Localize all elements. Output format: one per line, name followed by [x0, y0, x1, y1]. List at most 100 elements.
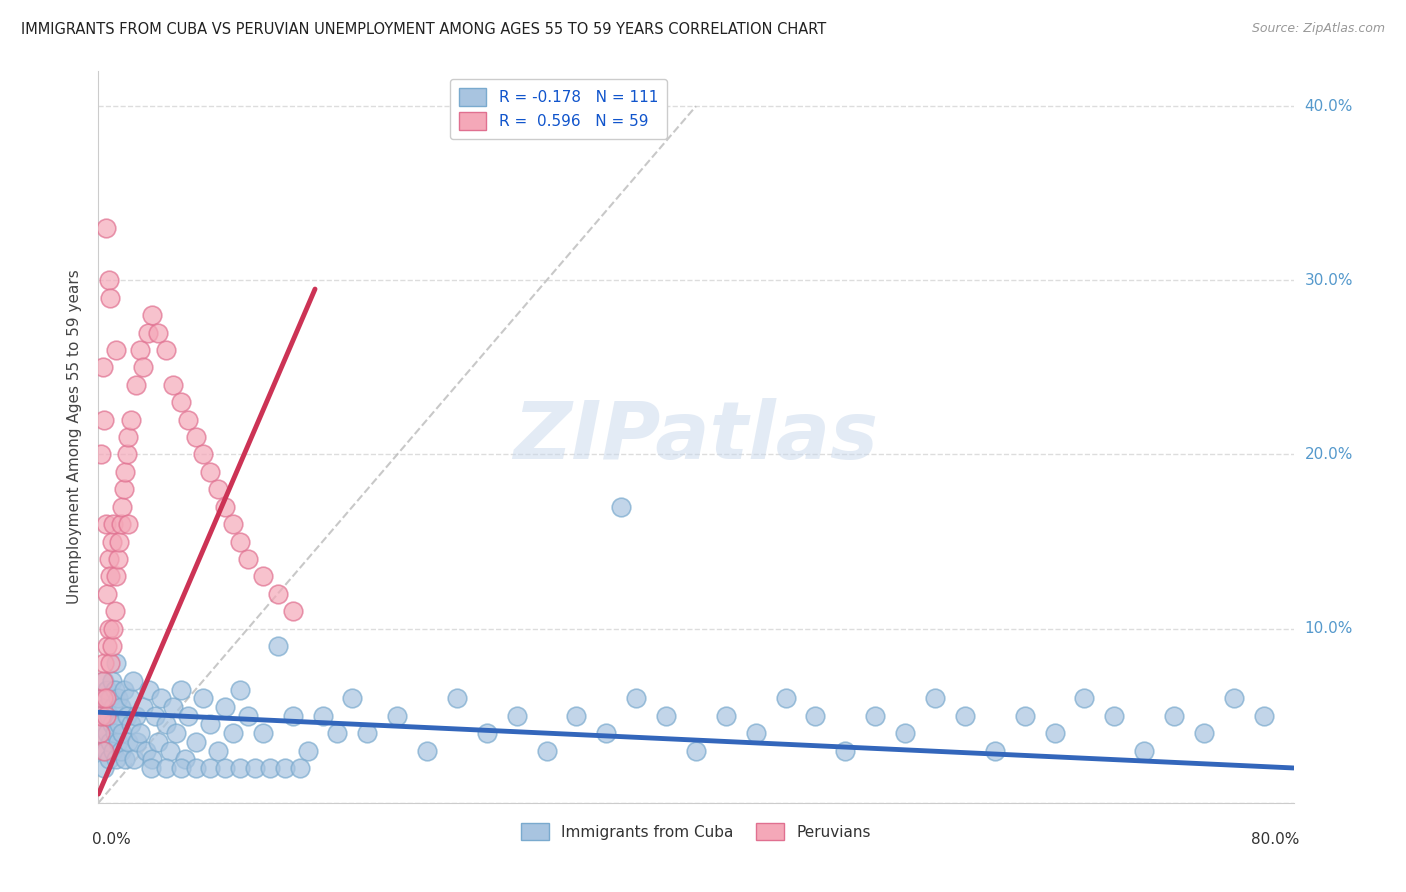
Point: [97, 708, 120, 723]
Point: [112, 682, 135, 697]
Point: [169, 395, 191, 409]
Point: [135, 743, 157, 757]
Point: [953, 708, 976, 723]
Point: [626, 691, 648, 706]
Point: [120, 717, 142, 731]
Point: [136, 326, 159, 340]
Point: [104, 604, 127, 618]
Point: [125, 377, 148, 392]
Point: [94, 221, 117, 235]
Point: [610, 500, 633, 514]
Point: [96, 639, 118, 653]
Point: [97, 273, 120, 287]
Point: [1014, 708, 1036, 723]
Point: [108, 534, 131, 549]
Point: [121, 673, 143, 688]
Point: [105, 343, 128, 357]
Point: [297, 743, 319, 757]
Point: [107, 691, 129, 706]
Point: [89, 726, 111, 740]
Point: [139, 761, 162, 775]
Point: [229, 761, 252, 775]
Point: [127, 735, 149, 749]
Point: [111, 500, 134, 514]
Text: 0.0%: 0.0%: [93, 832, 131, 847]
Point: [104, 726, 127, 740]
Point: [96, 587, 118, 601]
Point: [115, 448, 138, 462]
Point: [103, 517, 125, 532]
Text: 80.0%: 80.0%: [1251, 832, 1299, 847]
Point: [143, 708, 166, 723]
Point: [90, 726, 112, 740]
Point: [117, 430, 139, 444]
Point: [98, 735, 122, 749]
Point: [91, 360, 114, 375]
Text: 30.0%: 30.0%: [1305, 273, 1353, 288]
Point: [117, 735, 139, 749]
Text: 40.0%: 40.0%: [1305, 99, 1353, 113]
Point: [1104, 708, 1126, 723]
Text: IMMIGRANTS FROM CUBA VS PERUVIAN UNEMPLOYMENT AMONG AGES 55 TO 59 YEARS CORRELAT: IMMIGRANTS FROM CUBA VS PERUVIAN UNEMPLO…: [21, 22, 827, 37]
Point: [834, 743, 856, 757]
Point: [90, 708, 112, 723]
Point: [311, 708, 333, 723]
Point: [184, 430, 207, 444]
Point: [475, 726, 498, 740]
Point: [120, 412, 142, 426]
Point: [184, 761, 207, 775]
Point: [129, 343, 152, 357]
Point: [804, 708, 827, 723]
Point: [1192, 726, 1215, 740]
Point: [148, 735, 170, 749]
Point: [132, 360, 155, 375]
Point: [1043, 726, 1066, 740]
Y-axis label: Unemployment Among Ages 55 to 59 years: Unemployment Among Ages 55 to 59 years: [67, 269, 83, 605]
Point: [101, 639, 124, 653]
Point: [103, 622, 125, 636]
Point: [207, 483, 229, 497]
Point: [200, 717, 222, 731]
Point: [1163, 708, 1185, 723]
Point: [259, 761, 281, 775]
Point: [155, 343, 177, 357]
Point: [267, 587, 290, 601]
Point: [162, 700, 184, 714]
Point: [107, 735, 129, 749]
Point: [245, 761, 267, 775]
Point: [91, 691, 114, 706]
Point: [103, 700, 125, 714]
Point: [104, 682, 127, 697]
Point: [655, 708, 678, 723]
Point: [98, 657, 122, 671]
Point: [1133, 743, 1156, 757]
Point: [236, 552, 259, 566]
Point: [865, 708, 887, 723]
Point: [236, 708, 259, 723]
Point: [96, 682, 118, 697]
Point: [112, 483, 135, 497]
Point: [101, 673, 124, 688]
Point: [169, 761, 191, 775]
Point: [745, 726, 768, 740]
Point: [267, 639, 290, 653]
Point: [281, 708, 304, 723]
Point: [155, 761, 177, 775]
Point: [536, 743, 558, 757]
Point: [252, 569, 274, 583]
Point: [174, 752, 197, 766]
Point: [207, 743, 229, 757]
Point: [105, 752, 128, 766]
Point: [97, 752, 120, 766]
Point: [101, 534, 124, 549]
Point: [91, 691, 114, 706]
Text: ZIPatlas: ZIPatlas: [513, 398, 879, 476]
Point: [93, 657, 115, 671]
Point: [177, 708, 200, 723]
Point: [93, 673, 115, 688]
Point: [94, 708, 117, 723]
Point: [252, 726, 274, 740]
Point: [148, 326, 170, 340]
Text: Source: ZipAtlas.com: Source: ZipAtlas.com: [1251, 22, 1385, 36]
Point: [110, 517, 132, 532]
